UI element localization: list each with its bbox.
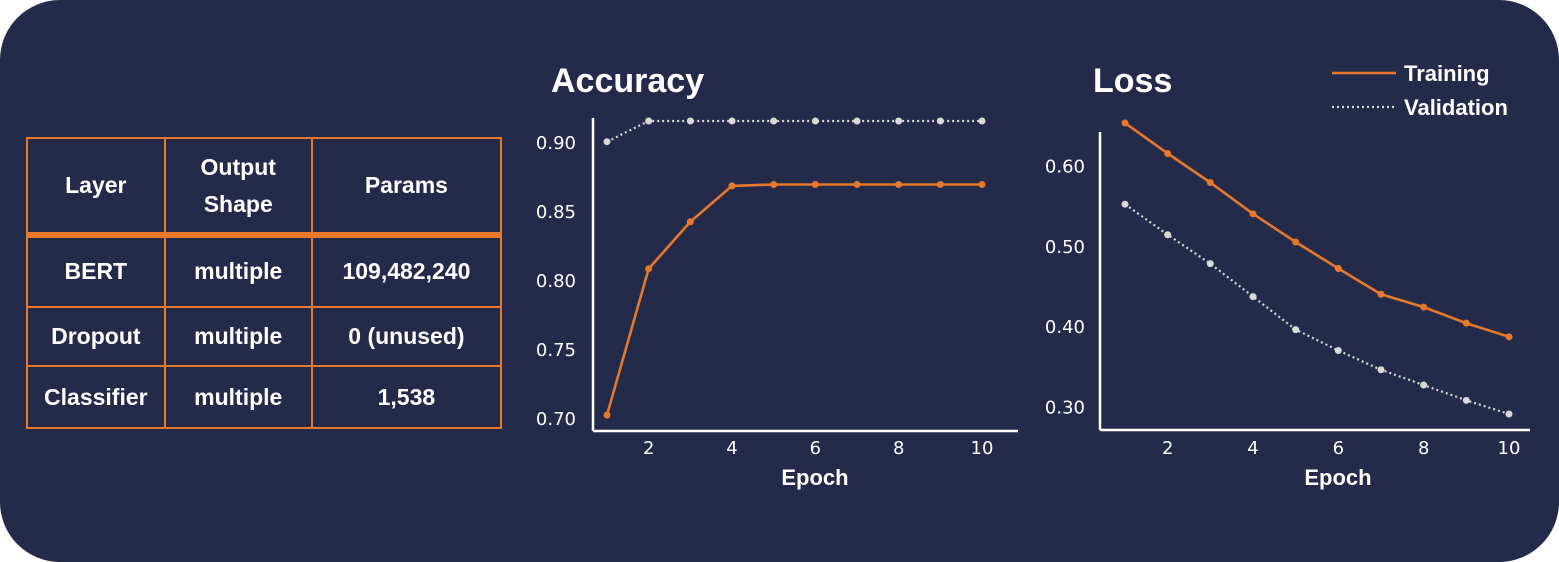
x-tick-label: 6 (1333, 438, 1344, 459)
header-layer: Layer (26, 137, 166, 238)
data-point-validation (1420, 381, 1428, 389)
cell-output-shape: multiple (163, 234, 313, 308)
table-row: Dropout multiple 0 (unused) (26, 305, 503, 368)
accuracy-chart: Accuracy 0.70 0.75 0.80 0.85 0.90 2 4 6 8 10 Epoch (536, 62, 1018, 490)
legend-label-validation: Validation (1404, 95, 1508, 120)
data-point-training (1420, 303, 1428, 311)
data-point-training (1377, 290, 1385, 298)
data-point-validation (936, 117, 944, 125)
data-point-validation (1505, 410, 1513, 418)
table-row: Classifier multiple 1,538 (26, 365, 503, 429)
cell-params: 109,482,240 (310, 234, 503, 308)
data-point-validation (1249, 293, 1257, 301)
data-point-training (936, 180, 944, 188)
data-point-training (770, 180, 778, 188)
data-point-training (811, 180, 819, 188)
header-output-shape: Output Shape (163, 137, 313, 238)
cell-output-shape: multiple (163, 305, 313, 368)
chart-legend: Training Validation (1332, 61, 1508, 120)
legend-label-training: Training (1404, 61, 1490, 86)
data-point-training (728, 182, 736, 190)
series-line-training (1124, 121, 1510, 339)
data-point-training (853, 180, 861, 188)
x-tick-label: 4 (726, 438, 737, 459)
table-row: BERT multiple 109,482,240 (26, 234, 503, 308)
data-point-training (1121, 119, 1129, 127)
data-point-validation (1377, 366, 1385, 374)
cell-output-shape: multiple (163, 365, 313, 429)
data-point-validation (770, 117, 778, 125)
y-tick-label: 0.90 (536, 133, 576, 154)
data-point-training (1462, 319, 1470, 327)
data-point-training (645, 265, 653, 273)
x-tick-label: 6 (810, 438, 821, 459)
data-point-training (1164, 150, 1172, 158)
y-tick-label: 0.80 (536, 271, 576, 292)
data-point-validation (1462, 396, 1470, 404)
chart-title: Loss (1093, 62, 1172, 100)
series-line-validation (606, 119, 982, 143)
data-point-training (1505, 333, 1513, 341)
data-point-training (978, 180, 986, 188)
loss-chart: Loss 0.30 0.40 0.50 0.60 2 4 6 8 10 Epoch (1045, 62, 1530, 490)
data-point-training (1206, 178, 1214, 186)
x-tick-label: 10 (1498, 438, 1521, 459)
x-tick-label: 8 (1418, 438, 1429, 459)
data-point-validation (1292, 326, 1300, 334)
cell-params: 1,538 (310, 365, 503, 429)
x-axis-label: Epoch (1304, 465, 1371, 490)
y-tick-label: 0.30 (1045, 398, 1085, 419)
data-point-training (1334, 265, 1342, 272)
header-params: Params (310, 137, 503, 238)
series-line-validation (1124, 203, 1510, 416)
table-header-row: Layer Output Shape Params (26, 137, 503, 238)
data-point-validation (853, 117, 861, 125)
y-tick-label: 0.40 (1045, 317, 1085, 338)
x-tick-label: 2 (643, 438, 654, 459)
series-line-training (605, 183, 982, 416)
data-point-validation (645, 117, 653, 125)
data-point-validation (895, 117, 903, 125)
y-tick-label: 0.70 (536, 409, 576, 430)
data-point-validation (728, 117, 736, 125)
data-point-validation (1206, 260, 1214, 268)
data-point-validation (1121, 200, 1129, 208)
x-axis-label: Epoch (781, 465, 848, 490)
cell-layer: Classifier (26, 365, 166, 429)
cell-layer: Dropout (26, 305, 166, 368)
x-tick-label: 2 (1162, 438, 1173, 459)
x-tick-label: 8 (893, 438, 904, 459)
y-tick-label: 0.75 (536, 340, 576, 361)
x-tick-label: 10 (971, 438, 994, 459)
data-point-training (603, 411, 611, 419)
data-point-validation (811, 117, 819, 125)
data-point-validation (603, 138, 611, 146)
x-tick-label: 4 (1247, 438, 1258, 459)
data-point-training (1249, 210, 1257, 218)
y-tick-label: 0.50 (1045, 237, 1085, 258)
data-point-training (1292, 238, 1300, 246)
cell-layer: BERT (26, 234, 166, 308)
model-summary-table: Layer Output Shape Params BERT multiple … (26, 137, 503, 429)
y-tick-label: 0.60 (1045, 156, 1085, 177)
data-point-training (895, 180, 903, 188)
data-point-validation (978, 117, 986, 125)
data-point-validation (686, 117, 694, 125)
y-tick-label: 0.85 (536, 202, 576, 223)
data-point-validation (1334, 346, 1342, 354)
cell-params: 0 (unused) (310, 305, 503, 368)
data-point-training (686, 218, 694, 226)
chart-title: Accuracy (551, 62, 704, 100)
data-point-validation (1164, 231, 1172, 239)
